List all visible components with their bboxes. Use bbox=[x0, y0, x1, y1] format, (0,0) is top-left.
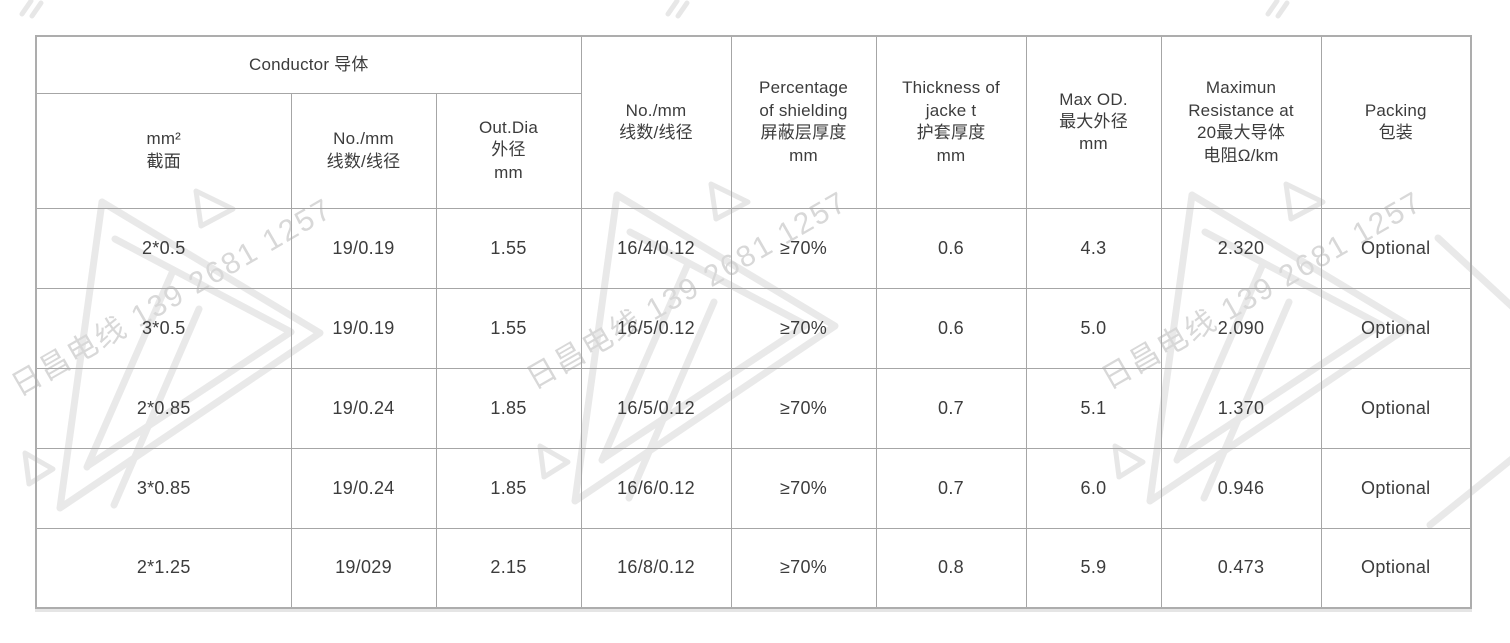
table-cell: 0.6 bbox=[875, 287, 1027, 369]
table-cell: 0.7 bbox=[875, 447, 1027, 529]
watermark-stub-icon bbox=[19, 0, 34, 17]
col-header-jacket: Thickness of jacke t 护套厚度 mm bbox=[875, 35, 1027, 209]
table-cell: Optional bbox=[1320, 527, 1472, 609]
table-cell: 2.090 bbox=[1160, 287, 1322, 369]
watermark-stub-icon bbox=[1275, 0, 1290, 19]
col-header-out-dia: Out.Dia 外径 mm bbox=[435, 92, 582, 209]
table-cell: 1.85 bbox=[435, 367, 582, 449]
table-cell: 19/0.24 bbox=[290, 447, 437, 529]
watermark-chevron-icon bbox=[1426, 234, 1510, 529]
table-cell: 2.320 bbox=[1160, 207, 1322, 289]
col-header-section: mm² 截面 bbox=[35, 92, 292, 209]
table-cell: 0.8 bbox=[875, 527, 1027, 609]
col-header-strand: No./mm 线数/线径 bbox=[580, 35, 732, 209]
table-cell: 16/5/0.12 bbox=[580, 287, 732, 369]
table-row: 2*0.85 19/0.24 1.85 16/5/0.12 ≥70% 0.7 5… bbox=[35, 367, 1472, 449]
table-cell: 19/029 bbox=[290, 527, 437, 609]
table-cell: 19/0.24 bbox=[290, 367, 437, 449]
table-cell: 1.55 bbox=[435, 207, 582, 289]
col-header-max-od: Max OD. 最大外径 mm bbox=[1025, 35, 1162, 209]
table-cell: 2.15 bbox=[435, 527, 582, 609]
table-cell: 19/0.19 bbox=[290, 207, 437, 289]
col-header-packing: Packing 包装 bbox=[1320, 35, 1472, 209]
table-cell: Optional bbox=[1320, 447, 1472, 529]
table-cell: ≥70% bbox=[730, 447, 877, 529]
table-cell: 2*1.25 bbox=[35, 527, 292, 609]
table-cell: 5.9 bbox=[1025, 527, 1162, 609]
table-cell: 3*0.5 bbox=[35, 287, 292, 369]
spec-table: Conductor 导体 No./mm 线数/线径 Percentage of … bbox=[35, 35, 1473, 609]
table-cell: 2*0.85 bbox=[35, 367, 292, 449]
table-cell: 4.3 bbox=[1025, 207, 1162, 289]
table-cell: 16/4/0.12 bbox=[580, 207, 732, 289]
table-row: 2*0.5 19/0.19 1.55 16/4/0.12 ≥70% 0.6 4.… bbox=[35, 207, 1472, 289]
table-row: 3*0.5 19/0.19 1.55 16/5/0.12 ≥70% 0.6 5.… bbox=[35, 287, 1472, 369]
group-header-conductor: Conductor 导体 bbox=[35, 35, 582, 94]
col-header-no-mm: No./mm 线数/线径 bbox=[290, 92, 437, 209]
table-cell: 5.0 bbox=[1025, 287, 1162, 369]
table-cell: 5.1 bbox=[1025, 367, 1162, 449]
table-cell: 0.7 bbox=[875, 367, 1027, 449]
table-cell: ≥70% bbox=[730, 287, 877, 369]
table-cell: 1.85 bbox=[435, 447, 582, 529]
table-cell: 0.473 bbox=[1160, 527, 1322, 609]
col-header-shielding: Percentage of shielding 屏蔽层厚度 mm bbox=[730, 35, 877, 209]
table-cell: 3*0.85 bbox=[35, 447, 292, 529]
table-cell: 16/8/0.12 bbox=[580, 527, 732, 609]
watermark-stub-icon bbox=[665, 0, 680, 17]
col-header-resistance: Maximun Resistance at 20最大导体 电阻Ω/km bbox=[1160, 35, 1322, 209]
table-cell: 0.946 bbox=[1160, 447, 1322, 529]
table-cell: 1.55 bbox=[435, 287, 582, 369]
table-row: 3*0.85 19/0.24 1.85 16/6/0.12 ≥70% 0.7 6… bbox=[35, 447, 1472, 529]
watermark-stub-icon bbox=[675, 0, 690, 19]
table-cell: ≥70% bbox=[730, 207, 877, 289]
table-cell: 0.6 bbox=[875, 207, 1027, 289]
table-cell: ≥70% bbox=[730, 367, 877, 449]
table-cell: 2*0.5 bbox=[35, 207, 292, 289]
table-cell: 16/5/0.12 bbox=[580, 367, 732, 449]
table-cell: ≥70% bbox=[730, 527, 877, 609]
table-row: 2*1.25 19/029 2.15 16/8/0.12 ≥70% 0.8 5.… bbox=[35, 527, 1472, 609]
table-cell: Optional bbox=[1320, 287, 1472, 369]
table-cell: 6.0 bbox=[1025, 447, 1162, 529]
table-cell: 16/6/0.12 bbox=[580, 447, 732, 529]
header-group-row: Conductor 导体 No./mm 线数/线径 Percentage of … bbox=[35, 35, 1472, 209]
watermark-stub-icon bbox=[29, 0, 44, 19]
table-cell: 1.370 bbox=[1160, 367, 1322, 449]
watermark-stub-icon bbox=[1265, 0, 1280, 17]
table-cell: Optional bbox=[1320, 367, 1472, 449]
table-cell: Optional bbox=[1320, 207, 1472, 289]
table-cell: 19/0.19 bbox=[290, 287, 437, 369]
